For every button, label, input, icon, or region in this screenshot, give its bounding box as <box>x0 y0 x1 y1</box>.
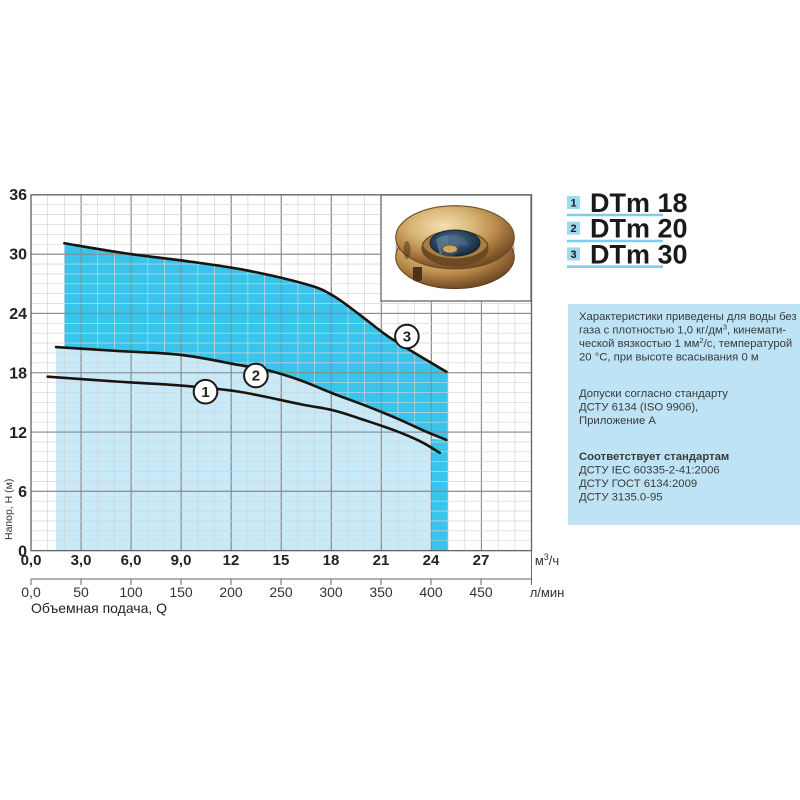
svg-text:ДСТУ ГОСТ 6134:2009: ДСТУ ГОСТ 6134:2009 <box>579 478 697 490</box>
svg-text:27: 27 <box>473 552 490 569</box>
svg-text:0,0: 0,0 <box>21 584 41 600</box>
svg-text:12: 12 <box>9 425 27 442</box>
svg-text:л/мин: л/мин <box>530 585 565 600</box>
svg-text:газа с плотностью 1,0 кг/д: газа с плотностью 1,0 кг/дм3, кинемати- <box>579 322 786 337</box>
svg-text:1: 1 <box>201 384 209 401</box>
svg-text:30: 30 <box>9 246 27 263</box>
svg-text:300: 300 <box>319 584 343 600</box>
svg-text:150: 150 <box>169 584 193 600</box>
svg-text:15: 15 <box>273 552 290 569</box>
svg-text:350: 350 <box>369 584 393 600</box>
svg-text:100: 100 <box>119 584 143 600</box>
svg-text:ДСТУ 3135.0-95: ДСТУ 3135.0-95 <box>579 492 663 504</box>
svg-text:ДСТУ IEC 60335-2-41:2006: ДСТУ IEC 60335-2-41:2006 <box>579 465 720 477</box>
svg-text:2: 2 <box>252 368 260 385</box>
svg-text:36: 36 <box>9 187 27 204</box>
svg-text:12: 12 <box>223 552 240 569</box>
svg-text:ческой вязкостью 1 мм2/с, темп: ческой вязкостью 1 мм2/с, температурой <box>579 336 792 351</box>
svg-text:Объемная подача, Q: Объемная подача, Q <box>31 600 167 616</box>
svg-text:18: 18 <box>323 552 340 569</box>
svg-text:1: 1 <box>570 198 576 210</box>
svg-text:Напор, Н (м): Напор, Н (м) <box>3 479 15 540</box>
svg-text:Характеристики приведены для в: Характеристики приведены для воды без <box>579 311 797 323</box>
svg-text:3: 3 <box>570 249 576 261</box>
svg-text:2: 2 <box>570 223 576 235</box>
svg-text:200: 200 <box>219 584 243 600</box>
svg-text:ДСТУ 6134 (ISO 9906),: ДСТУ 6134 (ISO 9906), <box>579 402 698 414</box>
svg-text:6,0: 6,0 <box>121 552 142 569</box>
svg-text:Допуски согласно стандарту: Допуски согласно стандарту <box>579 388 728 400</box>
svg-text:450: 450 <box>469 584 493 600</box>
svg-text:24: 24 <box>423 552 440 569</box>
svg-text:Приложение А: Приложение А <box>579 415 656 427</box>
svg-text:50: 50 <box>73 584 89 600</box>
svg-text:Соответствует стандартам: Соответствует стандартам <box>579 451 729 463</box>
svg-text:20 °C, при высоте всасывания 0: 20 °C, при высоте всасывания 0 м <box>579 352 759 364</box>
svg-text:18: 18 <box>9 365 27 382</box>
svg-text:24: 24 <box>9 306 27 323</box>
svg-text:3,0: 3,0 <box>71 552 92 569</box>
svg-text:DTm 30: DTm 30 <box>590 239 688 269</box>
svg-text:м3/ч: м3/ч <box>535 552 559 568</box>
svg-text:21: 21 <box>373 552 390 569</box>
svg-text:3: 3 <box>403 329 411 346</box>
svg-text:6: 6 <box>18 484 27 501</box>
svg-text:400: 400 <box>419 584 443 600</box>
svg-text:0,0: 0,0 <box>21 552 42 569</box>
svg-text:9,0: 9,0 <box>171 552 192 569</box>
svg-text:250: 250 <box>269 584 293 600</box>
